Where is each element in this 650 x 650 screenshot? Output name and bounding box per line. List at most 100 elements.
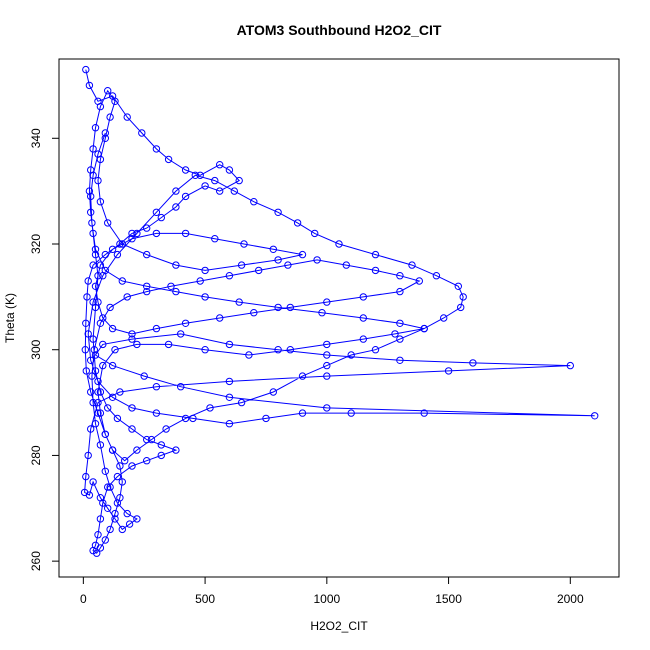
data-point [274, 346, 282, 354]
data-point [85, 81, 94, 90]
data-point [245, 351, 253, 359]
data-point [172, 187, 180, 195]
data-point [293, 219, 302, 227]
data-point [84, 277, 92, 285]
data-point [91, 282, 100, 290]
data-point [177, 330, 185, 338]
y-tick-label: 280 [29, 445, 43, 465]
data-point [96, 198, 105, 206]
data-point [335, 240, 343, 248]
data-point [250, 198, 258, 206]
data-point [181, 414, 190, 423]
data-point [250, 309, 258, 317]
data-point [201, 182, 209, 190]
data-point [138, 129, 146, 137]
data-point [152, 383, 161, 391]
data-point [108, 446, 117, 454]
y-tick-label: 340 [29, 128, 43, 148]
data-point [85, 491, 94, 499]
data-point [106, 483, 114, 491]
data-point [89, 261, 97, 269]
data-point [396, 287, 404, 296]
data-point [104, 504, 112, 512]
data-point [196, 171, 204, 180]
data-point [225, 272, 234, 280]
data-point [172, 261, 180, 269]
data-point [172, 446, 180, 454]
data-point [181, 192, 190, 201]
x-tick-label: 1000 [313, 592, 340, 606]
data-point [454, 282, 462, 290]
data-point [116, 462, 124, 470]
x-tick-label: 500 [195, 592, 215, 606]
data-point [123, 113, 131, 121]
chart-title: ATOM3 Southbound H2O2_CIT [237, 22, 442, 38]
data-point [225, 420, 234, 428]
data-point [89, 171, 97, 180]
data-point [90, 346, 99, 354]
data-point [121, 457, 129, 465]
data-point [237, 261, 246, 269]
data-point [94, 272, 102, 280]
data-point [96, 102, 105, 111]
data-point [108, 393, 117, 401]
data-point [211, 235, 219, 243]
data-point [347, 351, 355, 359]
data-point [118, 525, 127, 534]
data-point [162, 425, 170, 433]
data-point [152, 229, 161, 238]
data-point [143, 224, 151, 232]
data-point [201, 266, 209, 275]
data-point [116, 240, 124, 248]
data-point [347, 409, 355, 417]
data-point [432, 272, 441, 280]
data-point [391, 330, 399, 338]
data-point [396, 356, 404, 364]
data-point [118, 478, 127, 486]
data-point [152, 409, 161, 417]
data-point [91, 351, 100, 359]
data-point [211, 176, 219, 185]
data-point [106, 525, 114, 534]
data-point [237, 398, 246, 407]
data-point [88, 219, 96, 227]
data-point [106, 303, 114, 312]
data-point [128, 235, 136, 243]
data-point [104, 87, 112, 95]
data-point [87, 192, 95, 201]
data-point [313, 256, 321, 264]
data-point [591, 412, 599, 420]
data-point [225, 393, 234, 401]
data-point [172, 203, 180, 211]
data-point [143, 250, 151, 259]
data-point [99, 361, 107, 370]
data-point [371, 346, 380, 354]
x-axis-label: H2O2_CIT [310, 619, 368, 633]
data-point [87, 425, 95, 433]
data-point [123, 509, 131, 518]
data-point [89, 478, 97, 486]
data-point [262, 414, 270, 423]
data-point [225, 166, 234, 174]
data-point [101, 430, 110, 438]
data-point [83, 293, 91, 301]
data-point [87, 388, 95, 396]
data-point [118, 240, 127, 248]
data-point [359, 335, 367, 343]
data-point [81, 346, 90, 354]
data-point [101, 266, 110, 275]
data-point [91, 250, 100, 259]
data-point [104, 219, 112, 227]
y-axis: 260 280 300 320 340 [29, 128, 60, 571]
data-point [128, 330, 136, 338]
data-point [181, 166, 190, 174]
data-point [201, 293, 209, 301]
data-point [342, 261, 350, 269]
data-point [164, 155, 173, 164]
data-point [420, 324, 428, 333]
data-point [85, 187, 94, 195]
data-point [255, 266, 263, 275]
data-point [157, 451, 166, 460]
data-point [96, 261, 105, 269]
